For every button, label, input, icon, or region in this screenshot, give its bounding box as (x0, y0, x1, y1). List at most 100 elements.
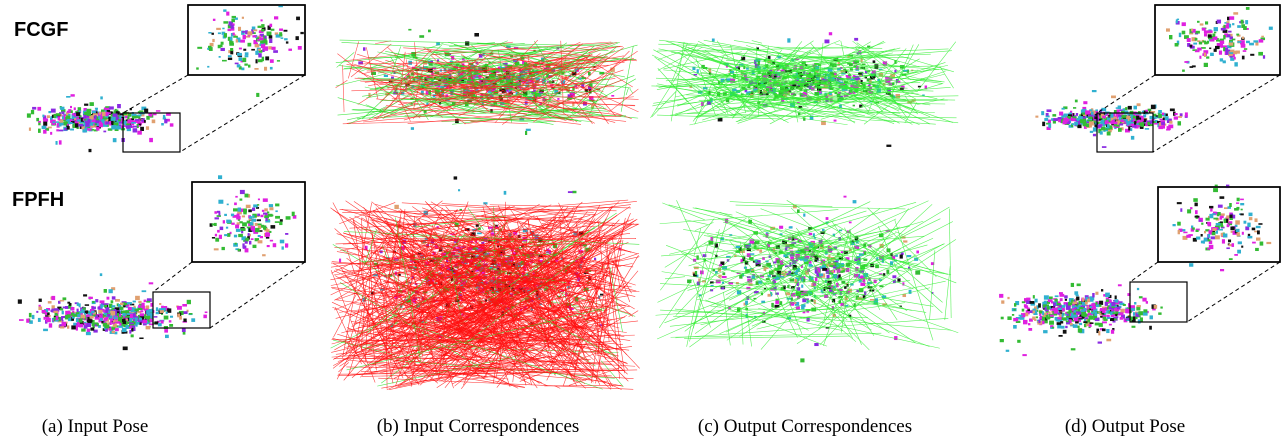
point (222, 247, 225, 250)
point (1035, 116, 1038, 118)
point (1082, 107, 1086, 109)
point (141, 303, 144, 307)
point (1101, 120, 1104, 124)
point (1107, 118, 1111, 121)
point (227, 233, 230, 237)
point (69, 303, 72, 306)
point (1093, 134, 1096, 136)
point (62, 311, 64, 315)
point (83, 294, 87, 296)
point (1089, 121, 1094, 125)
point (196, 67, 199, 69)
point (218, 32, 221, 34)
point (1131, 136, 1134, 140)
point (1206, 56, 1209, 58)
point (207, 66, 209, 68)
point (63, 297, 67, 300)
point (1204, 53, 1206, 57)
point (87, 128, 92, 130)
point (1182, 22, 1186, 26)
point (1058, 119, 1060, 122)
point (809, 264, 812, 267)
point (251, 219, 256, 222)
point (1232, 23, 1234, 25)
point (1228, 31, 1231, 33)
point (142, 290, 147, 292)
point (269, 204, 273, 207)
point (107, 297, 110, 300)
point (104, 289, 107, 293)
point (149, 282, 154, 284)
zoom-link (180, 75, 305, 152)
point (227, 204, 229, 206)
point (47, 115, 50, 118)
point (897, 278, 900, 281)
point (48, 301, 52, 303)
point (146, 301, 150, 303)
point (249, 216, 252, 219)
point (126, 322, 129, 325)
point (100, 300, 105, 303)
point (215, 238, 219, 242)
point (1075, 100, 1078, 103)
point (269, 39, 272, 43)
point (212, 237, 215, 239)
point (873, 60, 876, 63)
point (267, 212, 269, 214)
point (108, 117, 110, 121)
point (109, 328, 112, 331)
point (56, 121, 59, 123)
point (76, 325, 81, 327)
point (29, 313, 32, 317)
point (164, 119, 167, 123)
point (253, 245, 257, 248)
point (1184, 61, 1188, 63)
point (42, 126, 47, 129)
point (243, 49, 246, 51)
point (1143, 114, 1146, 117)
point (1269, 27, 1273, 30)
point (235, 63, 239, 65)
point (59, 317, 61, 321)
point (86, 315, 90, 317)
point (1150, 124, 1153, 126)
point (258, 26, 262, 28)
point (1128, 126, 1130, 130)
correspondence-line (905, 96, 918, 115)
point (95, 299, 98, 302)
point (110, 321, 112, 325)
point (92, 301, 94, 303)
point (275, 216, 280, 219)
figure: FCGF FPFH (a) Input Pose (b) Input Corre… (0, 0, 1286, 445)
point (1243, 50, 1247, 52)
point (1053, 118, 1058, 121)
point (722, 276, 727, 278)
point (219, 56, 221, 58)
point (240, 40, 245, 43)
point (116, 126, 121, 130)
point (257, 214, 260, 216)
point (286, 41, 288, 43)
point (253, 29, 257, 31)
point (216, 28, 221, 30)
point (99, 122, 102, 126)
point (169, 320, 172, 322)
point (900, 88, 904, 90)
correspondence-line (330, 208, 361, 231)
point (140, 310, 143, 312)
point (242, 31, 246, 33)
point (67, 116, 71, 119)
point (81, 126, 84, 129)
point (280, 219, 283, 222)
point (1072, 123, 1074, 125)
point (226, 220, 231, 224)
zoom-link (153, 262, 192, 292)
point (67, 111, 71, 113)
point (271, 225, 276, 229)
point (140, 127, 144, 131)
point (1223, 47, 1225, 51)
point (230, 48, 233, 51)
point (1175, 43, 1179, 47)
point (118, 326, 123, 328)
point (1237, 25, 1241, 28)
